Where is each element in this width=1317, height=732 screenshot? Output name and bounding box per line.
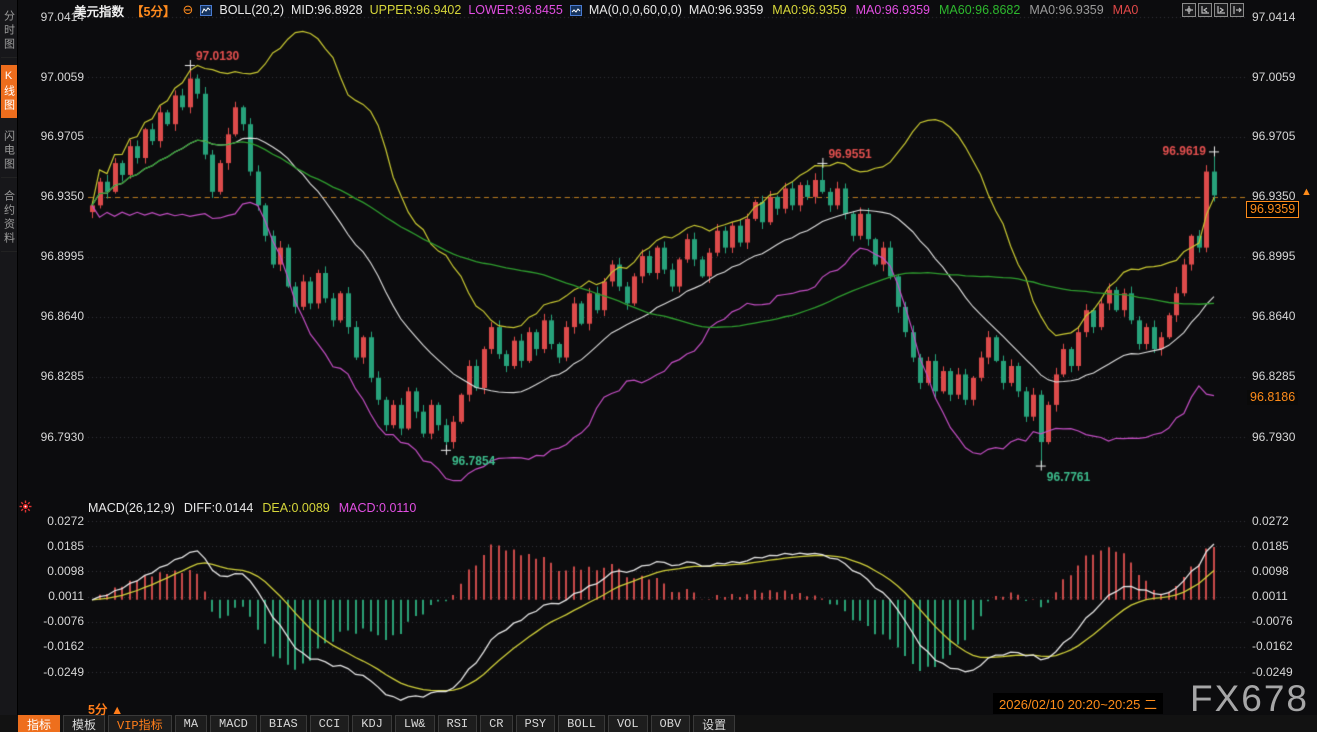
btn-lwr[interactable]: LW& bbox=[394, 715, 435, 732]
price-axis-tick: 96.8995 bbox=[40, 249, 84, 264]
boll-mid-value: MID:96.8928 bbox=[291, 3, 363, 17]
macd-macd-value: MACD:0.0110 bbox=[338, 501, 417, 515]
macd-diff-value: DIFF:0.0144 bbox=[183, 501, 254, 515]
period-arrow-icon: ▲ bbox=[110, 703, 124, 717]
macd-axis-tick: -0.0162 bbox=[1252, 639, 1293, 654]
price-axis-tick: 97.0414 bbox=[40, 9, 84, 24]
btn-kdj[interactable]: KDJ bbox=[352, 715, 392, 732]
btn-template[interactable]: 模板 bbox=[63, 715, 106, 732]
macd-axis-tick: 0.0272 bbox=[1252, 513, 1289, 528]
btn-vol[interactable]: VOL bbox=[607, 715, 648, 732]
btn-obv[interactable]: OBV bbox=[650, 715, 691, 732]
boll-upper-value: UPPER:96.9402 bbox=[369, 3, 462, 17]
macd-axis-tick: 0.0011 bbox=[1252, 589, 1288, 604]
btn-boll[interactable]: BOLL bbox=[558, 715, 605, 732]
ma-label[interactable]: MA(0,0,0,60,0,0) bbox=[588, 3, 682, 17]
crosshair-move-icon[interactable] bbox=[1182, 3, 1196, 17]
tab-flash-chart[interactable]: 闪电图 bbox=[0, 125, 17, 178]
macd-axis-tick: 0.0098 bbox=[1252, 563, 1289, 578]
price-axis-tick: 96.9705 bbox=[40, 129, 84, 144]
btn-vip-indicator[interactable]: VIP指标 bbox=[108, 715, 172, 732]
price-axis-tick: 96.7930 bbox=[1252, 429, 1296, 444]
indicator-header: 美元指数 【5分】 ⊖ BOLL(20,2) MID:96.8928 UPPER… bbox=[74, 2, 1138, 19]
period-flag[interactable]: 5分 ▲ bbox=[88, 703, 124, 717]
ma-value: MA0:96.9359 bbox=[688, 3, 764, 17]
boll-label[interactable]: BOLL(20,2) bbox=[219, 3, 284, 17]
boll-chart-icon bbox=[200, 4, 213, 16]
price-axis-tick: 96.8995 bbox=[1252, 249, 1296, 264]
btn-bias[interactable]: BIAS bbox=[259, 715, 307, 732]
price-axis-tick: 96.8640 bbox=[1252, 309, 1296, 324]
price-axis-tick: 96.9350 bbox=[1252, 189, 1296, 204]
price-axis-tick: 97.0414 bbox=[1252, 9, 1296, 24]
macd-axis-tick: -0.0249 bbox=[1252, 664, 1293, 679]
btn-settings[interactable]: 设置 bbox=[693, 715, 736, 732]
macd-axis-tick: 0.0185 bbox=[1252, 538, 1289, 553]
macd-dea-value: DEA:0.0089 bbox=[262, 501, 330, 515]
btn-cci[interactable]: CCI bbox=[309, 715, 350, 732]
macd-params-label[interactable]: MACD(26,12,9) bbox=[88, 501, 175, 515]
ma-value: MA0:96.9359 bbox=[1029, 3, 1104, 17]
ma-value: MA0:96.9359 bbox=[772, 3, 847, 17]
btn-cr[interactable]: CR bbox=[480, 715, 513, 732]
ma-value: MA0:96.9359 bbox=[855, 3, 930, 17]
macd-axis-tick: 0.0011 bbox=[48, 589, 84, 604]
macd-axis-tick: 0.0185 bbox=[47, 538, 84, 553]
macd-axis-tick: -0.0162 bbox=[43, 639, 84, 654]
pan-right-icon[interactable] bbox=[1230, 3, 1244, 17]
btn-ma[interactable]: MA bbox=[174, 715, 208, 732]
price-axis-tick: 96.9705 bbox=[1252, 129, 1296, 144]
macd-axis-tick: 0.0272 bbox=[47, 513, 84, 528]
price-axis-tick: 96.9350 bbox=[40, 189, 84, 204]
tab-kline-chart[interactable]: K线图 bbox=[0, 65, 17, 118]
price-axis-tick: 97.0059 bbox=[40, 69, 84, 84]
price-axis-tick: 96.7930 bbox=[40, 429, 84, 444]
ma-values: MA0:96.9359 MA0:96.9359 MA0:96.9359 MA60:96… bbox=[689, 3, 1138, 17]
time-range-tooltip: 2026/02/10 20:20~20:25 二 bbox=[993, 693, 1163, 714]
macd-axis-tick: 0.0098 bbox=[47, 563, 84, 578]
macd-header: MACD(26,12,9) DIFF:0.0144 DEA:0.0089 MAC… bbox=[88, 501, 416, 515]
current-price-badge: 96.9359 bbox=[1246, 201, 1300, 218]
axis-zoom-out-icon[interactable] bbox=[1198, 3, 1212, 17]
price-axis-tick: 96.8640 bbox=[40, 309, 84, 324]
macd-axis-tick: -0.0249 bbox=[43, 664, 84, 679]
btn-rsi[interactable]: RSI bbox=[437, 715, 478, 732]
btn-psy[interactable]: PSY bbox=[515, 715, 556, 732]
price-axis-tick: 97.0059 bbox=[1252, 69, 1296, 84]
btn-macd[interactable]: MACD bbox=[210, 715, 257, 732]
tab-contract-info[interactable]: 合约资料 bbox=[0, 185, 17, 252]
tab-time-chart[interactable]: 分时图 bbox=[0, 5, 17, 58]
axis-zoom-in-icon[interactable] bbox=[1214, 3, 1228, 17]
price-axis-tick: 96.8285 bbox=[1252, 369, 1296, 384]
symbol-name: 美元指数 bbox=[74, 4, 125, 19]
period-tag[interactable]: 【5分】 bbox=[131, 4, 176, 19]
fx678-watermark: FX678 bbox=[1189, 678, 1309, 719]
left-sidebar: 分时图 K线图闪电图合约资料 bbox=[0, 0, 18, 716]
ma-value: MA0 bbox=[1112, 3, 1139, 17]
collapse-icon[interactable]: ⊖ bbox=[182, 2, 194, 17]
ma-value: MA60:96.8682 bbox=[939, 3, 1021, 17]
price-up-arrow-icon: ▲ bbox=[1301, 186, 1312, 198]
price-axis-tick: 96.8285 bbox=[40, 369, 84, 384]
indicator-burst-icon[interactable] bbox=[19, 500, 32, 513]
boll-lower-value: LOWER:96.8455 bbox=[468, 3, 563, 17]
bottom-toolbar: 指标 模板 VIP指标 MA MACD BIAS CCI KDJ LW& RSI CR PSY BOLL… bbox=[0, 715, 1317, 732]
ma-chart-icon bbox=[569, 4, 582, 16]
macd-axis-tick: -0.0076 bbox=[1252, 614, 1293, 629]
btn-indicator[interactable]: 指标 bbox=[18, 715, 61, 732]
chart-tools bbox=[1182, 3, 1244, 17]
macd-axis-tick: -0.0076 bbox=[43, 614, 84, 629]
crosshair-price-badge: 96.8186 bbox=[1247, 390, 1299, 405]
